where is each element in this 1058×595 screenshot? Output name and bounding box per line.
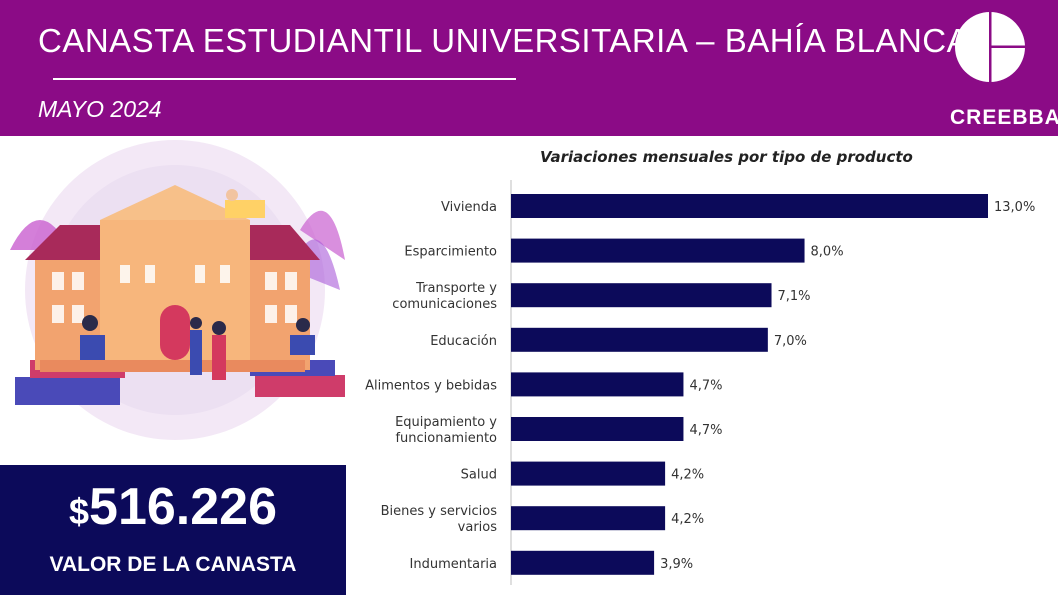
creebba-logo: CREEBBA xyxy=(950,6,1058,131)
category-label: Transporte y xyxy=(415,281,497,296)
amount-number: 516.226 xyxy=(89,478,277,536)
title-divider xyxy=(53,78,516,80)
basket-value-box: $516.226 VALOR DE LA CANASTA xyxy=(0,465,346,595)
data-label: 4,7% xyxy=(689,378,722,393)
bar xyxy=(511,417,684,441)
bar xyxy=(511,327,768,352)
logo-name: CREEBBA xyxy=(950,106,1058,129)
data-label: 4,2% xyxy=(671,512,704,527)
data-label: 4,7% xyxy=(689,423,722,438)
category-label: Equipamiento y xyxy=(395,415,497,430)
currency-symbol: $ xyxy=(69,491,90,532)
bar-chart: 13,0% Vivienda 8,0% Esparcimiento 7,1% Transp… xyxy=(365,180,1035,585)
bar xyxy=(511,550,655,575)
data-label: 4,2% xyxy=(671,468,704,483)
chart-title: Variaciones mensuales por tipo de produc… xyxy=(540,148,913,166)
category-label: Indumentaria xyxy=(410,557,497,572)
logo-circle-icon xyxy=(955,10,1027,84)
category-label: Salud xyxy=(461,468,497,483)
data-label: 13,0% xyxy=(994,200,1035,215)
category-label: Educación xyxy=(430,334,497,349)
page-subtitle: MAYO 2024 xyxy=(38,96,162,122)
bar xyxy=(511,372,684,397)
bar xyxy=(511,283,772,308)
campus-illustration xyxy=(0,140,350,465)
bar xyxy=(511,506,666,531)
data-label: 8,0% xyxy=(811,245,844,260)
category-label: comunicaciones xyxy=(392,297,497,312)
category-label: varios xyxy=(458,520,498,535)
bar xyxy=(511,461,666,486)
category-label: funcionamiento xyxy=(395,431,497,446)
basket-value-label: VALOR DE LA CANASTA xyxy=(49,553,297,576)
category-label: Vivienda xyxy=(441,200,497,215)
data-label: 7,0% xyxy=(774,334,807,349)
header-banner: CANASTA ESTUDIANTIL UNIVERSITARIA – BAHÍ… xyxy=(0,0,1058,136)
bar xyxy=(511,194,988,218)
basket-value-amount: $516.226 xyxy=(0,477,346,537)
category-label: Bienes y servicios xyxy=(381,504,498,519)
bar xyxy=(511,238,805,263)
category-label: Alimentos y bebidas xyxy=(365,378,497,393)
data-label: 7,1% xyxy=(778,289,811,304)
page-title: CANASTA ESTUDIANTIL UNIVERSITARIA – BAHÍ… xyxy=(38,22,970,59)
category-label: Esparcimiento xyxy=(404,245,497,260)
data-label: 3,9% xyxy=(660,557,693,572)
